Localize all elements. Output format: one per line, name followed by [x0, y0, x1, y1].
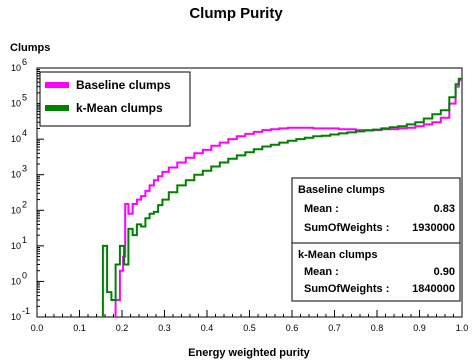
y-tick-label: 10	[11, 170, 21, 180]
legend-swatch-kmean	[45, 105, 69, 111]
series-line-kmean	[101, 77, 462, 317]
stats-weights-value-kmean: 1840000	[412, 283, 455, 295]
x-tick-label: 0.6	[286, 323, 299, 333]
stats-mean-value-kmean: 0.90	[434, 266, 455, 278]
y-tick-exponent: 5	[22, 93, 27, 103]
x-tick-label: 0.1	[73, 323, 86, 333]
y-tick-exponent: 4	[22, 128, 27, 138]
legend-box	[39, 71, 191, 127]
y-tick-exponent: -1	[22, 306, 30, 316]
stats-mean-value-baseline: 0.83	[434, 203, 455, 215]
x-tick-label: 1.0	[456, 323, 469, 333]
y-axis-label: Clumps	[10, 42, 50, 54]
x-tick-label: 0.3	[158, 323, 171, 333]
x-ticks: 0.0 0.1 0.2 0.3 0.4 0.5 0.6 0.7 0.8 0.9 1.0	[31, 310, 469, 333]
x-tick-label: 0.8	[371, 323, 384, 333]
stats-mean-label-kmean: Mean :	[304, 266, 339, 278]
legend: Baseline clumps k-Mean clumps	[39, 71, 191, 127]
x-tick-label: 0.9	[413, 323, 426, 333]
x-tick-label: 0.4	[201, 323, 214, 333]
stats-weights-label-baseline: SumOfWeights :	[304, 222, 389, 234]
stats-mean-label-baseline: Mean :	[304, 203, 339, 215]
y-tick-label: 10	[11, 99, 21, 109]
x-axis-label: Energy weighted purity	[188, 347, 311, 359]
series-lines	[101, 77, 462, 317]
y-tick-exponent: 6	[22, 57, 27, 67]
series-line-baseline	[114, 79, 462, 317]
stats-frame-kmean	[291, 242, 461, 302]
legend-swatch-baseline	[45, 82, 69, 88]
stats-weights-label-kmean: SumOfWeights :	[304, 283, 389, 295]
y-tick-exponent: 1	[22, 235, 27, 245]
x-tick-label: 0.2	[116, 323, 129, 333]
y-tick-label: 10	[11, 276, 21, 286]
stats-weights-value-baseline: 1930000	[412, 222, 455, 234]
y-tick-label: 10	[11, 134, 21, 144]
stats-box-kmean: k-Mean clumps Mean : 0.90 SumOfWeights :…	[291, 242, 461, 302]
stats-title-kmean: k-Mean clumps	[298, 249, 377, 261]
chart-title: Clump Purity	[189, 5, 283, 22]
stats-box-baseline: Baseline clumps Mean : 0.83 SumOfWeights…	[291, 177, 461, 244]
y-tick-exponent: 3	[22, 164, 27, 174]
x-tick-label: 0.0	[31, 323, 44, 333]
stats-frame-baseline	[291, 177, 461, 244]
y-tick-exponent: 0	[22, 270, 27, 280]
stats-title-baseline: Baseline clumps	[298, 184, 385, 196]
y-tick-label: 10	[11, 63, 21, 73]
y-tick-exponent: 2	[22, 199, 27, 209]
y-tick-label: 10	[11, 205, 21, 215]
x-tick-label: 0.7	[328, 323, 341, 333]
y-tick-label: 10	[11, 241, 21, 251]
y-tick-label: 10	[11, 312, 21, 322]
x-tick-label: 0.5	[243, 323, 256, 333]
legend-label-kmean: k-Mean clumps	[76, 101, 163, 115]
legend-label-baseline: Baseline clumps	[76, 78, 171, 92]
